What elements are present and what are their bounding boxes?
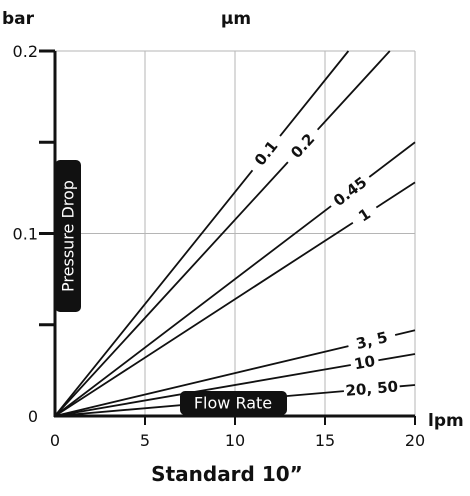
x-tick-label: 5: [140, 431, 150, 450]
x-tick-label: 15: [315, 431, 335, 450]
chart-title: Standard 10”: [151, 462, 303, 486]
y-unit-label: bar: [2, 9, 35, 29]
x-axis-label: Flow Rate: [194, 394, 272, 413]
x-tick-label: 10: [225, 431, 245, 450]
x-tick-label: 0: [50, 431, 60, 450]
grid: [55, 50, 416, 416]
series-line: [54, 329, 416, 417]
series-line: [54, 141, 416, 417]
series-line: [54, 181, 416, 417]
x-unit-label: lpm: [428, 411, 464, 431]
series-label: 1: [355, 205, 374, 226]
series-line: [54, 50, 391, 417]
series-label: 10: [353, 352, 377, 373]
series-label: 0.45: [330, 173, 370, 210]
y-tick-label: 0: [28, 407, 38, 426]
top-unit-label: µm: [221, 9, 251, 29]
y-tick-label: 0.1: [13, 225, 38, 244]
series-label: 3, 5: [354, 328, 389, 353]
x-tick-label: 20: [405, 431, 425, 450]
y-axis-label-badge: Pressure Drop: [55, 160, 81, 312]
series-lines: [54, 50, 416, 417]
series-label: 0.1: [251, 137, 282, 169]
series-line: [54, 353, 416, 417]
series-label: 0.2: [287, 130, 318, 162]
series-line: [54, 50, 350, 417]
y-axis-label: Pressure Drop: [59, 180, 78, 292]
x-axis-label-badge: Flow Rate: [180, 391, 287, 415]
series-label: 20, 50: [345, 377, 399, 399]
y-tick-label: 0.2: [13, 42, 38, 61]
